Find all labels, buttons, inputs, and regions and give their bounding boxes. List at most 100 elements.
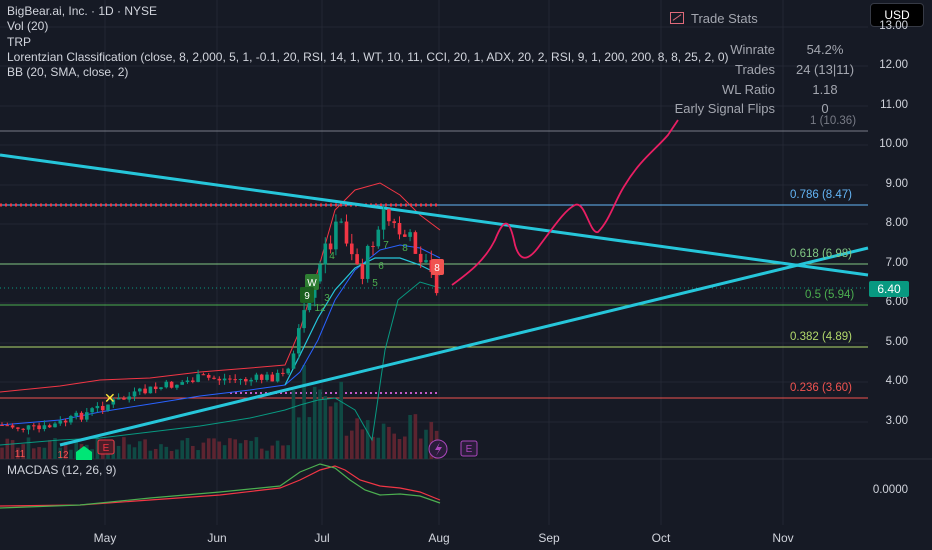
volume-bar — [376, 437, 381, 459]
volume-bar — [206, 438, 211, 459]
signal-label-8: 8 — [402, 243, 408, 254]
volume-bar — [169, 450, 174, 459]
volume-bar — [424, 429, 428, 459]
volume-bar — [387, 426, 391, 459]
svg-text:✕: ✕ — [104, 390, 116, 406]
currency-button[interactable]: USD — [870, 3, 924, 27]
candle-body — [185, 380, 190, 383]
volume-bar — [90, 449, 94, 459]
signal-label-7: 7 — [383, 240, 389, 251]
time-tick: Sep — [538, 531, 560, 545]
price-tick: 7.00 — [885, 257, 908, 269]
stats-value: 1.18 — [812, 81, 838, 97]
candle-body — [233, 379, 237, 381]
volume-bar — [429, 421, 434, 459]
time-tick: Aug — [428, 531, 450, 545]
volume-bar — [5, 438, 10, 459]
candle-body — [222, 378, 227, 381]
volume-bar — [265, 450, 269, 459]
signal-label-4: 4 — [329, 251, 335, 262]
candle-body — [286, 368, 290, 374]
stats-label: Trades — [735, 62, 775, 78]
signal-labels: W 9 3 12 4 6 7 5 8 8 11 12 — [15, 240, 444, 461]
candle-body — [328, 243, 333, 250]
candle-body — [148, 386, 153, 394]
candle-body — [201, 374, 206, 376]
descending-trendline — [0, 153, 869, 277]
volume-bar — [148, 450, 153, 459]
candle-body — [217, 378, 222, 381]
price-tick: 12.00 — [879, 59, 908, 71]
volume-bar — [344, 435, 349, 459]
volume-indicator-label[interactable]: Vol (20) — [7, 19, 49, 34]
volume-bar — [318, 389, 322, 459]
candle-body — [408, 232, 412, 237]
candle-body — [254, 374, 259, 380]
candle-body — [42, 425, 47, 430]
signal-label-12b: 12 — [57, 450, 69, 461]
stats-value: 24 (13|11) — [795, 62, 855, 78]
volume-bar — [307, 417, 312, 459]
volume-bar — [259, 448, 264, 459]
signal-label-6: 6 — [378, 261, 384, 272]
volume-bar — [291, 389, 296, 459]
signal-label-12: 12 — [314, 303, 326, 314]
dividend-icon[interactable] — [428, 439, 448, 459]
candle-body — [63, 420, 68, 423]
time-tick: Jun — [207, 531, 227, 545]
volume-bar — [339, 381, 343, 459]
candlesticks — [0, 205, 439, 435]
volume-bar — [312, 386, 317, 459]
stats-row-trades: Trades 24 (13|11) — [660, 60, 872, 80]
time-tick: Jul — [314, 531, 330, 545]
stats-label: Early Signal Flips — [674, 101, 775, 117]
volume-bar — [281, 445, 285, 459]
volume-bar — [196, 450, 200, 459]
volume-bar — [418, 438, 423, 459]
trp-indicator-label[interactable]: TRP — [7, 34, 31, 49]
candle-body — [206, 374, 211, 378]
candle-body — [291, 353, 296, 369]
candle-body — [334, 221, 338, 250]
candle-body — [159, 387, 163, 390]
volume-bar — [249, 440, 253, 459]
earnings-marker-upcoming[interactable]: E — [460, 440, 478, 457]
bb-indicator-label[interactable]: BB (20, SMA, close, 2) — [7, 65, 129, 80]
lorentzian-indicator-label[interactable]: Lorentzian Classification (close, 8, 2,0… — [7, 49, 729, 64]
candle-body — [228, 378, 232, 380]
volume-bar — [355, 418, 359, 459]
volume-bar — [244, 440, 248, 459]
earnings-marker[interactable]: E — [97, 439, 115, 455]
candle-body — [32, 425, 36, 427]
candle-body — [106, 404, 110, 411]
candle-body — [381, 209, 386, 230]
price-tick: 13.00 — [879, 20, 908, 32]
candle-body — [418, 253, 423, 263]
price-tick: 5.00 — [885, 336, 908, 348]
symbol-title[interactable]: BigBear.ai, Inc. · 1D · NYSE — [7, 4, 158, 18]
candle-body — [0, 425, 4, 426]
fib-label-1: 1 (10.36) — [810, 115, 857, 127]
volume-bar — [403, 436, 407, 459]
candle-body — [413, 232, 418, 254]
time-tick: May — [93, 531, 117, 545]
candle-body — [153, 386, 158, 390]
candle-body — [21, 428, 25, 430]
volume-bar — [222, 445, 227, 459]
macd-indicator-label[interactable]: MACDAS (12, 26, 9) — [7, 463, 117, 477]
volume-bar — [371, 436, 375, 459]
candle-body — [85, 412, 89, 420]
volume-bar — [164, 446, 169, 459]
candle-body — [127, 396, 131, 400]
candle-body — [424, 260, 428, 263]
time-tick: Oct — [651, 531, 671, 545]
candle-body — [392, 221, 396, 223]
candle-body — [259, 374, 264, 380]
candle-body — [47, 425, 52, 428]
signal-label-8-red: 8 — [434, 263, 440, 274]
candle-body — [297, 328, 301, 354]
signal-label-3: 3 — [324, 293, 330, 304]
candle-body — [350, 243, 354, 255]
